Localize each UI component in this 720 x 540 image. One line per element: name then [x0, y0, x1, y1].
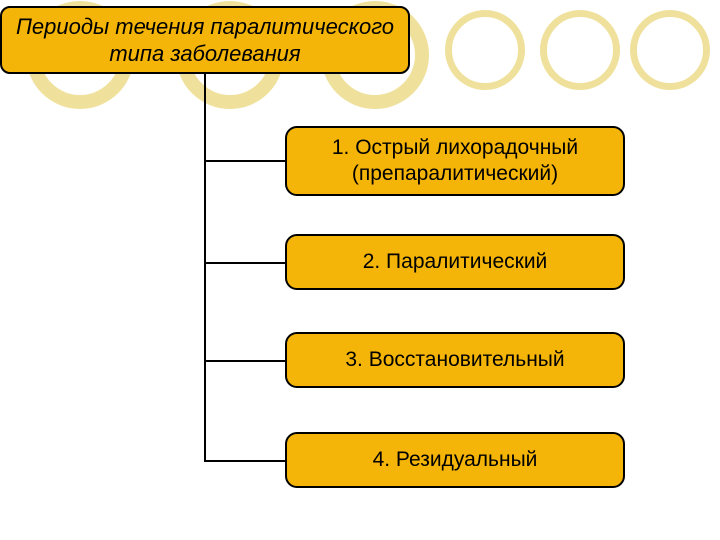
title-text: Периоды течения паралитического типа заб… [10, 13, 400, 68]
connector-h-2 [204, 262, 285, 264]
bg-circle-4 [445, 10, 525, 90]
connector-h-3 [204, 360, 285, 362]
item-text-1: 1. Острый лихорадочный (препаралитически… [297, 135, 613, 188]
item-text-4: 4. Резидуальный [373, 447, 538, 473]
title-box: Периоды течения паралитического типа заб… [0, 6, 410, 74]
item-box-1: 1. Острый лихорадочный (препаралитически… [285, 126, 625, 196]
item-box-2: 2. Паралитический [285, 234, 625, 290]
bg-circle-5 [540, 10, 620, 90]
item-box-3: 3. Восстановительный [285, 332, 625, 388]
connector-h-4 [204, 460, 285, 462]
item-text-2: 2. Паралитический [363, 249, 548, 275]
item-text-3: 3. Восстановительный [345, 347, 564, 373]
connector-vertical [204, 74, 206, 462]
item-box-4: 4. Резидуальный [285, 432, 625, 488]
connector-h-1 [204, 160, 285, 162]
bg-circle-6 [630, 10, 710, 90]
